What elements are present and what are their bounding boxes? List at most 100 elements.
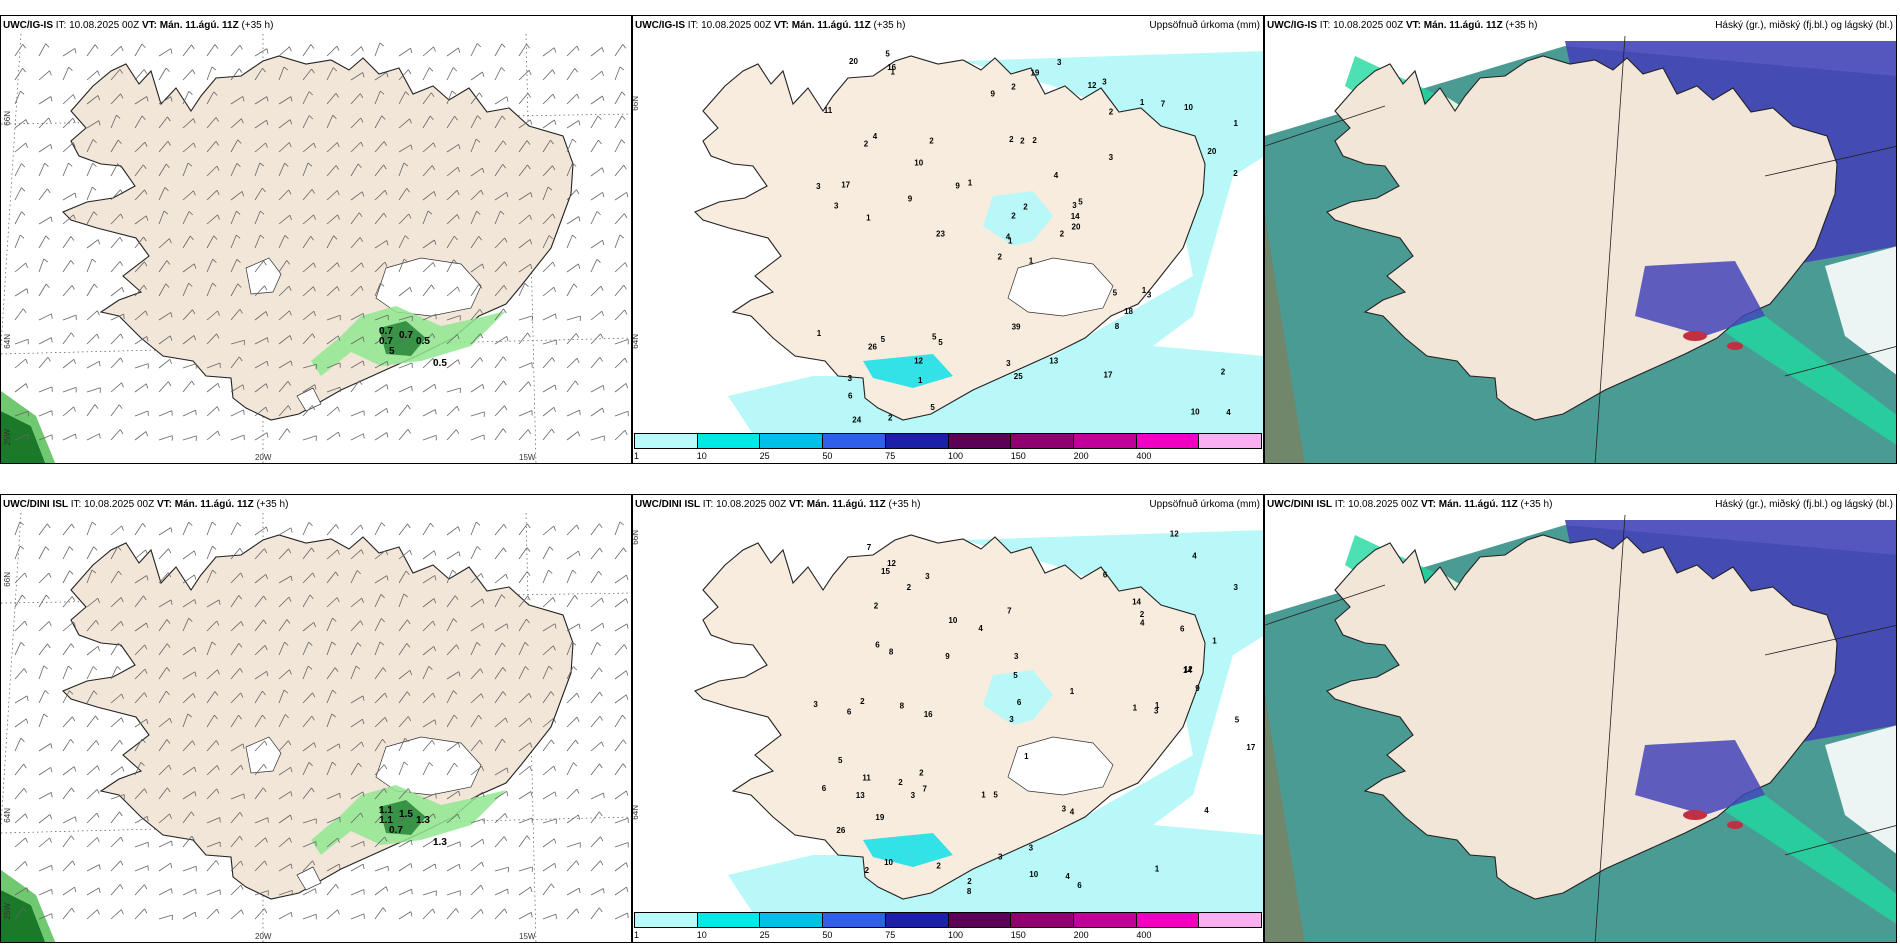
wind-barb (350, 524, 364, 536)
wind-barb (398, 549, 412, 560)
cloud-grid-line (1265, 584, 1386, 626)
wind-barb (326, 524, 339, 536)
wind-barb (590, 763, 603, 776)
wind-barb (446, 334, 460, 345)
wind-barb (158, 619, 171, 632)
wind-barb (86, 620, 99, 632)
wind-barb (230, 384, 245, 393)
wind-barb (518, 547, 531, 560)
wind-barb (14, 737, 25, 752)
wind-barb (590, 792, 605, 800)
wind-barb (446, 235, 458, 249)
precip-value: 10 (884, 858, 893, 867)
wind-barb (158, 643, 171, 656)
wind-barb (614, 739, 627, 752)
wind-barb (38, 546, 50, 560)
cloud-mid-south (1635, 740, 1765, 815)
colorbar-segment (760, 913, 824, 927)
wind-barb (326, 837, 340, 848)
wind-barb (14, 572, 28, 584)
wind-barb (230, 860, 244, 872)
wind-barb (14, 119, 29, 129)
wind-barb (446, 841, 461, 848)
wind-barb (254, 714, 266, 728)
wind-barb (542, 384, 557, 393)
wind-barb (446, 690, 458, 704)
precip-value: 4 (978, 624, 983, 633)
wind-barb (62, 117, 76, 129)
precip-value: 4 (873, 132, 878, 141)
wind-barb (566, 860, 580, 872)
wind-barb (38, 572, 52, 584)
wind-barb (494, 237, 508, 249)
wind-barb (374, 261, 388, 273)
wind-barb (614, 234, 625, 249)
wind-barb (278, 335, 293, 345)
wind-barb (230, 283, 242, 297)
wind-barb (230, 339, 245, 346)
wind-barb (182, 44, 195, 57)
wind-barb (590, 385, 605, 393)
wind-barb (422, 333, 436, 345)
precip-value: 1 (981, 791, 986, 800)
wind-barb (518, 93, 531, 105)
cloud-grid-line (1594, 514, 1626, 942)
wind-barb (494, 594, 506, 608)
panel-title: UWC/DINI ISL IT: 10.08.2025 00Z VT: Mán.… (635, 499, 921, 510)
wind-barb (590, 715, 603, 728)
wind-barb (590, 642, 601, 656)
wind-barb (86, 597, 100, 608)
wind-barb (518, 362, 533, 369)
wind-barb (374, 360, 389, 369)
colorbar-segment (635, 434, 698, 448)
wind-barb (110, 693, 124, 704)
wind-barb (230, 743, 245, 752)
wind-barb (38, 258, 48, 273)
wind-barb (158, 210, 169, 225)
precip-value: 9 (908, 195, 913, 204)
wind-barb (614, 644, 628, 656)
wind-barb (518, 595, 531, 608)
wind-barb (422, 719, 437, 728)
wind-barb (326, 406, 340, 417)
precip-value: 2 (1221, 367, 1226, 376)
wind-barb (134, 164, 147, 177)
lon-label-15: 15W (519, 453, 536, 462)
colorbar-label: 400 (1136, 930, 1152, 940)
wind-barb (14, 545, 25, 560)
wind-barb (254, 337, 269, 345)
colorbar-label: 100 (948, 930, 964, 940)
wind-barb (446, 714, 458, 728)
wind-barb (614, 886, 629, 896)
wind-barb (374, 314, 389, 321)
wind-barb (494, 336, 509, 345)
cloud-panel-top: UWC/IG-IS IT: 10.08.2025 00Z VT: Mán. 11… (1264, 15, 1897, 464)
panel-title: UWC/DINI ISL IT: 10.08.2025 00Z VT: Mán.… (1267, 499, 1553, 510)
wind-barb (326, 286, 340, 297)
wind-barb (230, 409, 245, 417)
wind-barb (422, 692, 436, 704)
wind-barb (590, 860, 604, 872)
wind-barb (302, 44, 315, 57)
colorbar-label: 50 (822, 451, 833, 461)
wind-barb (134, 141, 148, 153)
wind-barb (134, 310, 148, 321)
precip-value: 18 (1124, 307, 1133, 316)
precip-value: 3 (1234, 583, 1239, 592)
wind-barb (110, 546, 122, 560)
precip-value: 2 (1023, 202, 1028, 211)
wind-barb (38, 792, 53, 800)
lat-label-64: 64N (632, 334, 640, 349)
precip-value: 3 (1057, 58, 1062, 67)
wind-barb (182, 740, 196, 752)
wind-value-label: 0.7 (399, 330, 413, 341)
precip-value: 17 (1246, 743, 1255, 752)
colorbar-segment (823, 913, 886, 927)
wind-barb (110, 836, 124, 848)
wind-barb (590, 622, 605, 632)
wind-barb (110, 525, 124, 536)
wind-barb (446, 526, 461, 536)
wind-barb (230, 668, 243, 680)
precip-value: 3 (1102, 77, 1107, 86)
wind-barb (14, 44, 27, 57)
